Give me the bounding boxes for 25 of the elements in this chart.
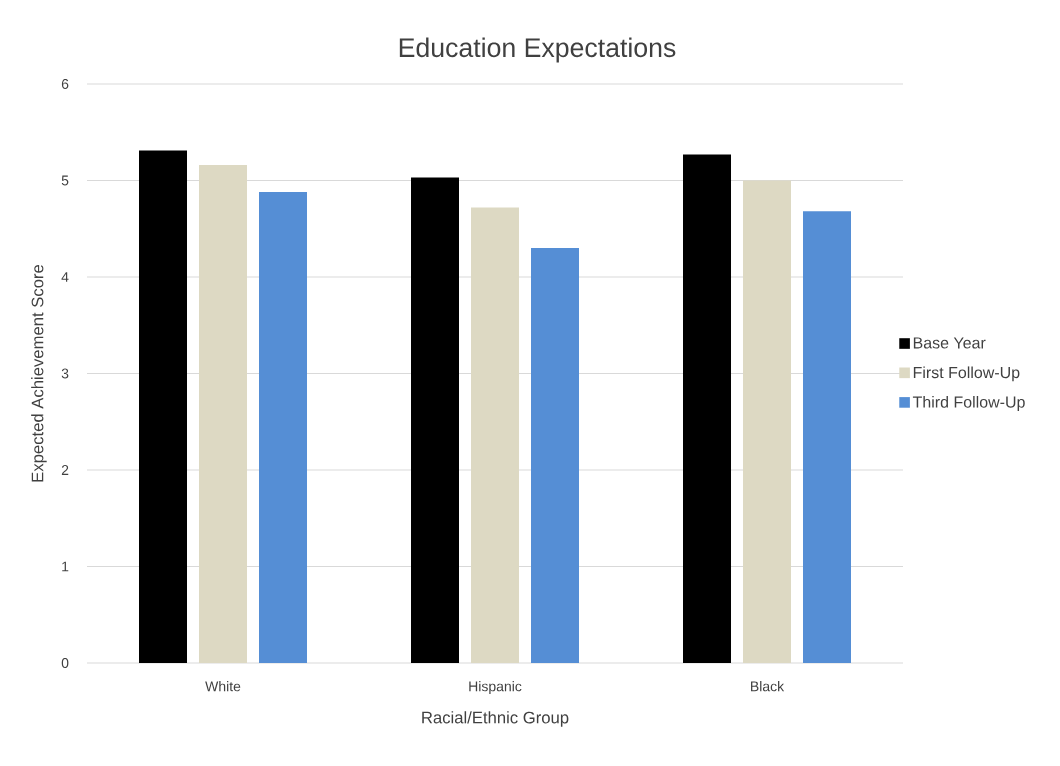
bar [803, 211, 851, 663]
y-tick-label: 5 [61, 175, 69, 186]
bar [139, 150, 188, 663]
x-tick-label: Black [751, 681, 785, 692]
bar [199, 165, 247, 663]
bar [259, 192, 307, 663]
bar [531, 248, 580, 663]
y-tick-label: 0 [61, 658, 69, 668]
x-tick-label: White [205, 681, 241, 692]
legend-label: First Follow-Up [913, 366, 1020, 382]
y-tick-label: 3 [61, 368, 69, 379]
y-axis-title: Expected Achievement Score [31, 264, 47, 482]
bar [683, 154, 731, 663]
bar [743, 180, 791, 663]
bar [471, 207, 519, 663]
x-axis-title: Racial/Ethnic Group [422, 711, 569, 727]
bar [411, 177, 459, 663]
chart-title: Education Expectations [399, 37, 676, 63]
legend-label: Third Follow-Up [912, 396, 1025, 411]
y-tick-label: 1 [62, 561, 69, 572]
legend-label: Base Year [913, 337, 986, 349]
y-tick-label: 4 [61, 272, 69, 282]
y-tick-label: 6 [61, 79, 69, 89]
y-tick-label: 2 [61, 465, 69, 475]
x-tick-label: Hispanic [469, 681, 522, 695]
